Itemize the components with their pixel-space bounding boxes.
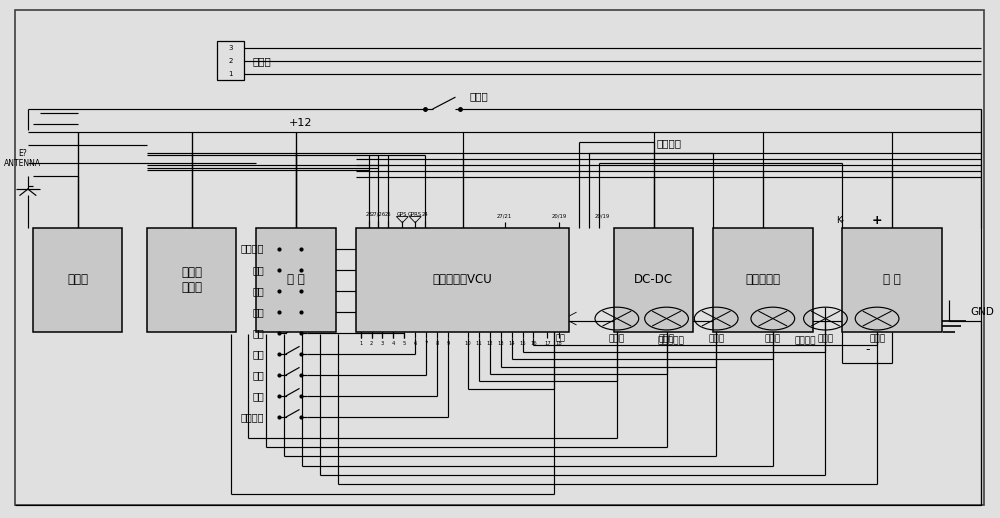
Bar bbox=[842, 228, 942, 332]
Text: 右转灯: 右转灯 bbox=[817, 334, 834, 343]
Text: +12: +12 bbox=[289, 118, 313, 128]
Text: 左转灯: 左转灯 bbox=[765, 334, 781, 343]
Text: 2: 2 bbox=[370, 341, 373, 346]
Text: 1: 1 bbox=[359, 341, 362, 346]
Text: GND: GND bbox=[970, 307, 994, 317]
Text: 28: 28 bbox=[365, 211, 372, 217]
Text: 人体检测: 人体检测 bbox=[241, 243, 264, 254]
Text: 行车: 行车 bbox=[253, 307, 264, 317]
Bar bbox=[256, 228, 336, 332]
Text: E?
ANTENNA: E? ANTENNA bbox=[4, 149, 41, 168]
Text: 5: 5 bbox=[403, 341, 406, 346]
Bar bbox=[713, 228, 813, 332]
Bar bbox=[356, 228, 569, 332]
Text: GPS: GPS bbox=[397, 211, 408, 217]
Text: 高电平刹车: 高电平刹车 bbox=[657, 337, 684, 346]
Text: 25: 25 bbox=[385, 211, 392, 217]
Bar bbox=[33, 228, 122, 332]
Text: K-: K- bbox=[836, 215, 844, 225]
Text: 9: 9 bbox=[446, 341, 450, 346]
Text: 智能控制器VCU: 智能控制器VCU bbox=[433, 273, 492, 286]
Text: DC-DC: DC-DC bbox=[634, 273, 673, 286]
Text: +: + bbox=[872, 213, 882, 227]
Text: 左转: 左转 bbox=[253, 328, 264, 338]
Text: 电门锁: 电门锁 bbox=[470, 91, 489, 101]
Text: 人脸识
别设备: 人脸识 别设备 bbox=[181, 266, 202, 294]
Text: 18: 18 bbox=[556, 341, 563, 346]
Text: 8: 8 bbox=[435, 341, 439, 346]
Text: 7: 7 bbox=[424, 341, 428, 346]
Bar bbox=[614, 228, 693, 332]
Bar bbox=[217, 41, 244, 80]
Text: 远光: 远光 bbox=[253, 265, 264, 275]
Text: 边撑开关: 边撑开关 bbox=[241, 412, 264, 422]
Text: 远光灯: 远光灯 bbox=[609, 334, 625, 343]
Text: 刹车灯: 刹车灯 bbox=[869, 334, 885, 343]
Text: 3: 3 bbox=[381, 341, 384, 346]
Text: 弱电输出: 弱电输出 bbox=[795, 337, 816, 346]
Text: 11: 11 bbox=[475, 341, 482, 346]
Text: -: - bbox=[865, 343, 869, 356]
Text: 13: 13 bbox=[497, 341, 504, 346]
Text: GPRS: GPRS bbox=[408, 211, 422, 217]
Text: 20/19: 20/19 bbox=[552, 213, 567, 219]
Text: 14: 14 bbox=[508, 341, 515, 346]
Text: 近光灯: 近光灯 bbox=[658, 334, 675, 343]
Text: 刹车: 刹车 bbox=[253, 370, 264, 380]
Text: 右转: 右转 bbox=[253, 349, 264, 359]
Text: 近光: 近光 bbox=[253, 286, 264, 296]
Text: 15: 15 bbox=[519, 341, 526, 346]
Text: 行车灯: 行车灯 bbox=[708, 334, 724, 343]
Text: 防盗器: 防盗器 bbox=[67, 273, 88, 286]
Text: 6: 6 bbox=[414, 341, 417, 346]
Text: 24: 24 bbox=[422, 211, 429, 217]
Text: 27/21: 27/21 bbox=[497, 213, 512, 219]
Text: 17: 17 bbox=[544, 341, 551, 346]
Text: 通讯总线: 通讯总线 bbox=[656, 139, 681, 149]
Text: 4: 4 bbox=[392, 341, 395, 346]
Text: 仪 表: 仪 表 bbox=[287, 273, 305, 286]
Text: 12: 12 bbox=[486, 341, 493, 346]
Text: 加速器: 加速器 bbox=[252, 56, 271, 66]
Text: 10: 10 bbox=[465, 341, 471, 346]
Text: 3: 3 bbox=[228, 45, 233, 51]
Text: 1: 1 bbox=[228, 71, 233, 77]
Text: 27/26: 27/26 bbox=[371, 211, 386, 217]
Text: 电 池: 电 池 bbox=[883, 273, 901, 286]
Text: 20/19: 20/19 bbox=[594, 213, 610, 219]
Bar bbox=[147, 228, 236, 332]
Text: 16: 16 bbox=[530, 341, 537, 346]
Text: 喇叭: 喇叭 bbox=[253, 391, 264, 401]
Text: 电机控制器: 电机控制器 bbox=[745, 273, 780, 286]
Text: 2: 2 bbox=[228, 58, 233, 64]
Text: 喇叭: 喇叭 bbox=[555, 333, 565, 342]
